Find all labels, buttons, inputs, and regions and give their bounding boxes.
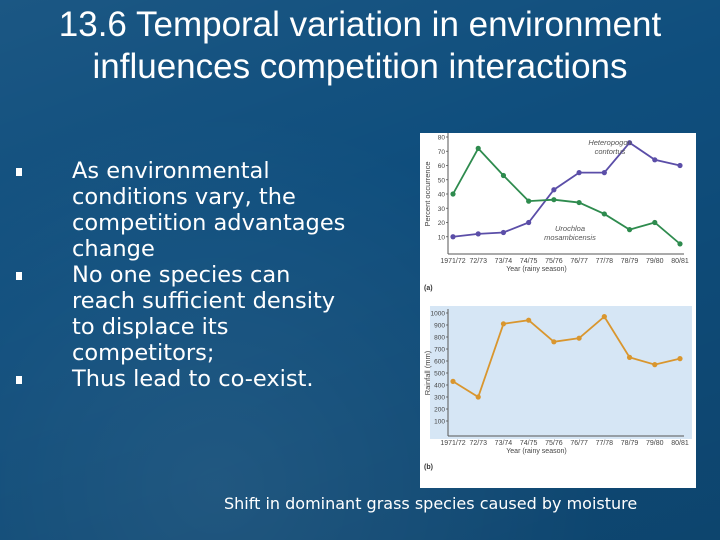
x-tick-label: 73/74 <box>495 440 513 447</box>
y-axis-title: Percent occurrence <box>423 161 432 226</box>
data-point <box>576 335 582 341</box>
y-tick-label: 20 <box>438 220 446 227</box>
series-line-1 <box>452 146 681 245</box>
data-point <box>626 354 633 360</box>
panel-label: (a) <box>424 285 433 292</box>
y-tick-label: 40 <box>438 192 446 199</box>
bullet-text: As environmental conditions vary, the co… <box>72 158 346 262</box>
figure-caption: Shift in dominant grass species caused b… <box>224 494 638 513</box>
x-tick-label: 72/73 <box>469 258 487 265</box>
x-tick-label: 77/78 <box>596 440 614 447</box>
y-tick-label: 50 <box>438 177 446 184</box>
data-point <box>576 170 582 176</box>
bullet-square-icon <box>16 272 22 280</box>
x-tick-label: 73/74 <box>495 258 513 265</box>
y-tick-label: 600 <box>434 359 445 366</box>
y-tick-label: 10 <box>438 234 446 241</box>
x-tick-label: 76/77 <box>570 258 588 265</box>
x-axis-title: Year (rainy season) <box>506 448 566 455</box>
x-tick-label: 74/75 <box>520 258 538 265</box>
y-tick-label: 1000 <box>431 311 446 318</box>
data-point <box>450 191 456 197</box>
bullet-item: As environmental conditions vary, the co… <box>12 158 352 262</box>
data-point <box>677 162 683 169</box>
figure-panel: 10 20 30 40 50 60 70 80 1971/72 72/73 73/74 74/75 75… <box>420 133 696 488</box>
y-tick-label: 70 <box>438 149 446 156</box>
data-point <box>652 362 658 368</box>
data-point <box>551 187 557 193</box>
data-point <box>551 197 557 203</box>
chart-b: 100 200 300 400 500 600 700 800 900 1000 1971/72 72… <box>423 309 689 471</box>
data-point <box>652 219 658 226</box>
data-point <box>626 140 633 146</box>
data-point <box>652 157 658 163</box>
data-point <box>601 211 607 217</box>
series-label: contortus <box>595 147 626 156</box>
x-tick-label: 80/81 <box>671 440 689 447</box>
y-tick-label: 80 <box>438 135 446 142</box>
y-axis-title: Rainfall (mm) <box>423 350 432 395</box>
data-point <box>450 234 456 240</box>
bullet-text: Thus lead to co-exist. <box>72 366 314 392</box>
bullet-square-icon <box>16 168 22 176</box>
figure-svg: 10 20 30 40 50 60 70 80 1971/72 72/73 73/74 74/75 75… <box>423 133 692 471</box>
bullet-text: No one species can reach sufficient dens… <box>72 262 336 366</box>
y-tick-label: 500 <box>434 371 445 378</box>
data-point <box>475 231 481 237</box>
data-point <box>526 317 532 323</box>
x-tick-label: 1971/72 <box>440 258 465 265</box>
y-tick-label: 900 <box>434 323 445 330</box>
series-label: Heteropogon <box>588 138 631 147</box>
bullet-list: As environmental conditions vary, the co… <box>12 158 352 392</box>
y-tick-label: 60 <box>438 163 446 170</box>
x-axis-title: Year (rainy season) <box>506 266 566 273</box>
y-tick-label: 30 <box>438 206 446 213</box>
data-point <box>526 219 532 226</box>
x-tick-label: 75/76 <box>545 258 563 265</box>
x-tick-label: 76/77 <box>570 440 588 447</box>
x-tick-label: 1971/72 <box>440 440 465 447</box>
x-tick-label: 78/79 <box>621 258 639 265</box>
data-point <box>500 321 507 327</box>
data-point <box>526 198 532 204</box>
y-tick-label: 800 <box>434 335 445 342</box>
data-point <box>500 172 507 179</box>
series-line-0 <box>452 315 681 399</box>
bullet-square-icon <box>16 376 22 384</box>
data-point <box>576 199 582 206</box>
panel-b-background <box>430 306 692 439</box>
x-tick-label: 79/80 <box>646 258 664 265</box>
data-point <box>601 314 607 320</box>
x-tick-label: 75/76 <box>545 440 563 447</box>
bullet-item: No one species can reach sufficient dens… <box>12 262 352 366</box>
y-tick-label: 100 <box>434 419 445 426</box>
slide-title: 13.6 Temporal variation in environment i… <box>58 5 662 86</box>
x-tick-label: 77/78 <box>596 258 614 265</box>
data-point <box>677 241 683 247</box>
x-tick-label: 79/80 <box>646 440 664 447</box>
data-point <box>551 339 557 345</box>
x-tick-label: 78/79 <box>621 440 639 447</box>
y-tick-label: 300 <box>434 395 445 402</box>
series-label: mosambicensis <box>544 233 596 242</box>
x-tick-label: 74/75 <box>520 440 538 447</box>
data-point <box>677 356 683 362</box>
series-line-0 <box>452 141 681 238</box>
data-point <box>500 229 507 236</box>
y-tick-label: 400 <box>434 383 445 390</box>
bullet-item: Thus lead to co-exist. <box>12 366 352 392</box>
y-tick-label: 700 <box>434 347 445 354</box>
data-point <box>450 378 456 384</box>
data-point <box>475 145 481 151</box>
x-tick-label: 72/73 <box>469 440 487 447</box>
data-point <box>626 227 633 233</box>
chart-a: 10 20 30 40 50 60 70 80 1971/72 72/73 73/74 74/75 75… <box>423 133 689 292</box>
x-tick-label: 80/81 <box>671 258 689 265</box>
y-tick-label: 200 <box>434 407 445 414</box>
series-label: Urochloa <box>555 224 585 233</box>
data-point <box>601 170 607 176</box>
panel-label: (b) <box>424 464 433 471</box>
data-point <box>475 394 481 400</box>
